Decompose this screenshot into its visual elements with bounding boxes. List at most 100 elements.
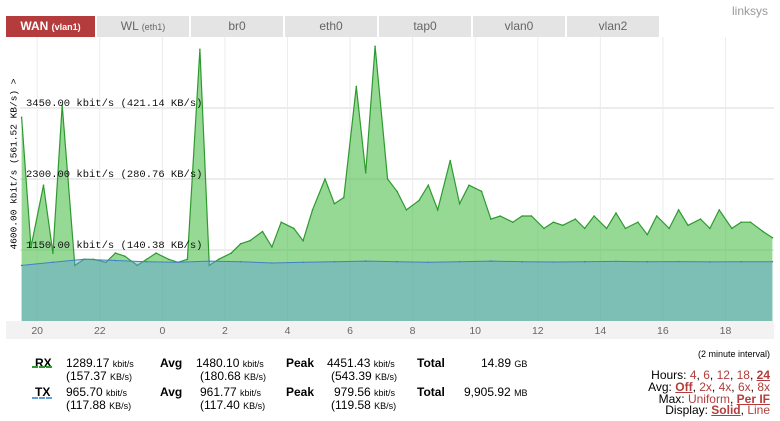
avg-8x-link[interactable]: 8x [757,379,770,394]
series-1-point [490,260,492,262]
tab-br0[interactable]: br0 [191,16,283,37]
x-tick-label: 20 [31,325,43,337]
rx-now: 1289.17 kbit/s [66,356,134,370]
series-0-point [427,184,430,186]
series-0-point [490,218,492,220]
x-tick-label: 8 [410,325,416,337]
series-0-point [449,159,452,162]
tx-legend-swatch [32,397,52,399]
series-0-point [208,264,211,267]
series-0-point [574,218,577,220]
x-tick-label: 10 [469,325,481,337]
series-1-point [239,260,242,263]
series-1-point [740,260,742,263]
display-label: Display: [665,403,708,418]
series-1-point [615,260,617,263]
series-0-point [731,227,733,230]
series-0-point [20,116,23,119]
hours-6-link[interactable]: 6 [703,368,710,382]
bandwidth-graph: 3450.00 kbit/s (421.14 KB/s) 2300.00 kbit… [6,37,774,339]
max-per-if-link[interactable]: Per IF [736,391,770,406]
series-1-point [709,261,711,263]
tab-eth0[interactable]: eth0 [285,16,377,37]
tab-vlan2[interactable]: vlan2 [567,16,659,37]
x-tick-label: 12 [532,325,544,337]
series-0-point [261,230,264,233]
series-0-point [324,178,326,180]
series-1-point [208,260,211,262]
display-solid-link[interactable]: Solid [711,403,741,418]
series-0-point [615,212,617,214]
series-0-point [740,221,742,223]
display-option-row: Display: Solid, Line [665,403,770,418]
series-0-point [709,227,711,230]
rx-total: 14.89 GB [481,356,528,370]
rx-total-label: Total [417,356,445,370]
series-0-point [562,224,564,227]
x-tick-label: 22 [94,325,106,337]
series-0-point [145,258,148,261]
series-0-point [605,227,608,230]
max-label: Max: [658,391,685,406]
series-0-point [271,246,273,248]
interval-note: (2 minute interval) [697,349,770,359]
series-0-point [458,202,461,205]
series-0-point [186,258,189,261]
tx-avg: 961.77 kbit/s [200,385,262,399]
tx-peak-kb: (119.58 KB/s) [331,398,397,412]
tx-peak: 979.56 kbit/s [334,385,396,399]
x-tick-label: 2 [222,325,228,337]
hours-option-row: Hours: 4, 6, 12, 18, 24 [651,368,770,382]
avg-6x-link[interactable]: 6x [737,379,751,394]
series-0-point [136,264,139,267]
tab-tap0[interactable]: tap0 [379,16,471,37]
avg-2x-link[interactable]: 2x [699,379,712,394]
series-0-point [699,218,702,220]
series-0-point [386,178,389,180]
x-tick-label: 6 [347,325,353,337]
series-0-point [239,243,242,245]
series-0-point [42,184,45,186]
y-tick-label: 3450.00 kbit/s (421.14 KB/s) [26,98,202,110]
series-0-point [512,221,514,223]
series-0-point [762,230,764,233]
hours-24-link[interactable]: 24 [756,368,770,382]
x-tick-label: 18 [720,325,732,337]
rx-legend-swatch [32,366,52,368]
series-0-point [543,227,545,230]
brand-label: linksys [731,4,768,18]
tx-now-kb: (117.88 KB/s) [66,398,132,412]
hours-4-link[interactable]: 4 [689,368,697,382]
hours-12-link[interactable]: 12 [716,368,730,382]
x-tick-label: 14 [595,325,607,337]
x-tick-label: 16 [657,325,669,337]
series-0-point [249,239,251,242]
rx-peak: 4451.43 kbit/s [327,356,395,370]
tab-wan[interactable]: WAN (vlan1) [6,16,95,37]
series-1-point [677,260,680,263]
series-0-point [418,199,420,202]
series-0-point [74,264,76,267]
tab-vlan0[interactable]: vlan0 [473,16,565,37]
series-0-point [396,190,398,193]
series-1-point [333,260,336,263]
avg-option-row: Avg: Off, 2x, 4x, 6x, 8x [648,379,770,394]
avg-label: Avg: [648,379,672,394]
series-1-point [646,260,649,263]
series-0-point [499,215,502,217]
series-0-point [718,209,720,211]
display-line-link[interactable]: Line [747,403,770,418]
tx-total: 9,905.92 MB [464,385,528,399]
avg-4x-link[interactable]: 4x [718,379,732,394]
series-0-point [436,209,439,211]
series-0-point [167,258,170,261]
hours-18-link[interactable]: 18 [736,368,750,382]
tab-wl[interactable]: WL (eth1) [97,16,189,37]
series-0-point [468,184,470,186]
rx-avg-label: Avg [160,356,183,370]
max-uniform-link[interactable]: Uniform [687,391,730,406]
tx-avg-kb: (117.40 KB/s) [200,398,266,412]
avg-off-link[interactable]: Off [675,379,693,394]
series-1-point [583,260,586,263]
y-tick-label: 1150.00 kbit/s (140.38 KB/s) [26,240,202,252]
